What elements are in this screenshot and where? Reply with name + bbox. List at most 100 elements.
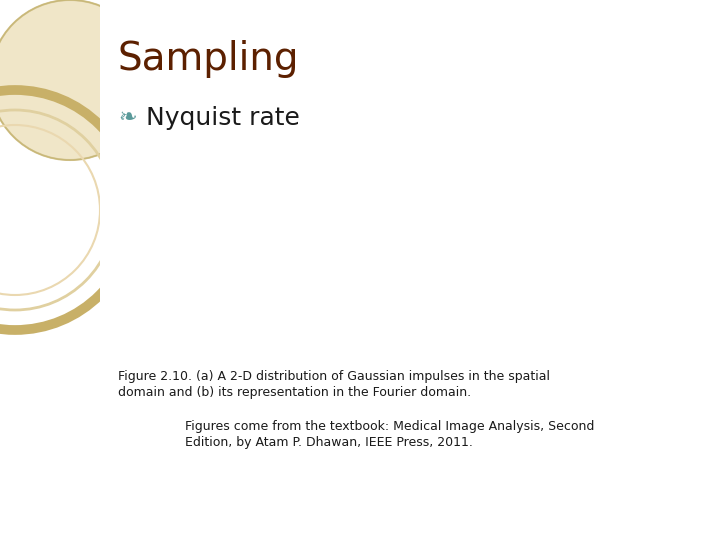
Point (282, 292, 293, 301)
Point (240, 319, 251, 327)
Point (409, 290, 420, 299)
Point (473, 308, 485, 317)
Point (231, 310, 243, 319)
Point (298, 194, 310, 202)
Point (282, 319, 293, 327)
Point (215, 230, 226, 238)
Point (289, 265, 301, 274)
Point (265, 283, 276, 292)
Point (307, 283, 318, 292)
Point (256, 283, 268, 292)
Point (273, 301, 284, 309)
Point (240, 292, 251, 301)
Point (273, 283, 284, 292)
Point (409, 254, 420, 262)
Point (215, 256, 226, 265)
Point (282, 328, 293, 336)
Point (323, 319, 335, 327)
Point (223, 247, 235, 256)
Point (207, 328, 218, 336)
Point (231, 194, 243, 202)
Point (273, 247, 284, 256)
Point (307, 203, 318, 212)
Point (240, 301, 251, 309)
Point (331, 203, 343, 212)
Point (273, 212, 284, 220)
Point (215, 301, 226, 309)
Point (273, 194, 284, 202)
Point (282, 301, 293, 309)
Point (231, 301, 243, 309)
Point (315, 336, 326, 345)
Point (215, 203, 226, 212)
Point (282, 310, 293, 319)
Point (198, 247, 210, 256)
Point (323, 230, 335, 238)
Point (215, 319, 226, 327)
Point (256, 256, 268, 265)
Text: ❧: ❧ (118, 108, 137, 128)
Point (240, 203, 251, 212)
Point (198, 265, 210, 274)
Point (441, 326, 453, 335)
Point (207, 310, 218, 319)
Point (289, 194, 301, 202)
Point (282, 247, 293, 256)
Point (331, 283, 343, 292)
Point (489, 308, 500, 317)
Point (273, 221, 284, 230)
Point (307, 310, 318, 319)
Point (426, 272, 437, 280)
Point (331, 212, 343, 220)
Point (223, 265, 235, 274)
Point (323, 247, 335, 256)
Point (323, 283, 335, 292)
Point (198, 230, 210, 238)
Point (248, 194, 260, 202)
Point (289, 239, 301, 247)
Point (473, 326, 485, 335)
Point (248, 274, 260, 283)
Point (473, 254, 485, 262)
Point (282, 336, 293, 345)
Point (207, 265, 218, 274)
Point (256, 203, 268, 212)
Point (265, 239, 276, 247)
Point (331, 319, 343, 327)
Point (215, 265, 226, 274)
Point (198, 194, 210, 202)
Point (489, 326, 500, 335)
Point (441, 235, 453, 244)
Point (198, 239, 210, 247)
Point (207, 256, 218, 265)
Point (331, 301, 343, 309)
Point (505, 217, 517, 226)
Point (265, 256, 276, 265)
Point (256, 274, 268, 283)
Point (315, 301, 326, 309)
Point (289, 328, 301, 336)
Point (331, 239, 343, 247)
Text: Edition, by Atam P. Dhawan, IEEE Press, 2011.: Edition, by Atam P. Dhawan, IEEE Press, … (185, 436, 473, 449)
Point (409, 235, 420, 244)
Point (207, 221, 218, 230)
Point (315, 328, 326, 336)
Point (323, 336, 335, 345)
Point (231, 319, 243, 327)
Point (426, 199, 437, 208)
Point (198, 310, 210, 319)
Point (248, 247, 260, 256)
Point (198, 274, 210, 283)
Point (198, 301, 210, 309)
Point (505, 290, 517, 299)
Point (282, 283, 293, 292)
Point (231, 336, 243, 345)
Point (298, 212, 310, 220)
Circle shape (0, 0, 150, 160)
Point (215, 336, 226, 345)
Point (426, 308, 437, 317)
Point (409, 199, 420, 208)
Point (223, 283, 235, 292)
Point (307, 230, 318, 238)
Point (282, 274, 293, 283)
